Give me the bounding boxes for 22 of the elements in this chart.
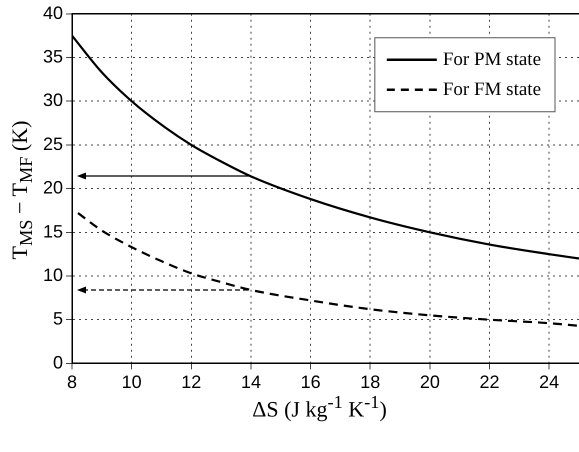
y-tick-label: 5 — [53, 308, 64, 329]
legend-label: For PM state — [442, 48, 542, 70]
x-tick-label: 22 — [480, 372, 500, 392]
y-tick-label: 40 — [42, 2, 64, 23]
x-tick-label: 10 — [122, 372, 142, 392]
x-tick-label: 14 — [240, 372, 261, 392]
y-tick-label: 0 — [53, 352, 64, 372]
y-tick-label: 20 — [42, 178, 64, 198]
y-tick-label: 10 — [42, 264, 64, 285]
x-tick-label: 12 — [181, 372, 202, 392]
x-tick-label: 8 — [67, 372, 78, 392]
x-tick-label: 18 — [360, 372, 380, 392]
y-tick-label: 25 — [42, 134, 64, 154]
y-tick-label: 35 — [42, 46, 64, 66]
y-tick-label: 30 — [42, 90, 64, 110]
legend-label: For FM state — [442, 78, 542, 100]
line-series — [76, 212, 579, 327]
x-tick-label: 24 — [539, 372, 560, 392]
x-tick-label: 20 — [420, 372, 440, 392]
x-axis-title: ΔS (J kg$^{-1}$ K$^{-1}$) — [251, 392, 388, 422]
x-tick-label: 16 — [300, 372, 321, 392]
y-tick-label: 15 — [42, 221, 64, 242]
